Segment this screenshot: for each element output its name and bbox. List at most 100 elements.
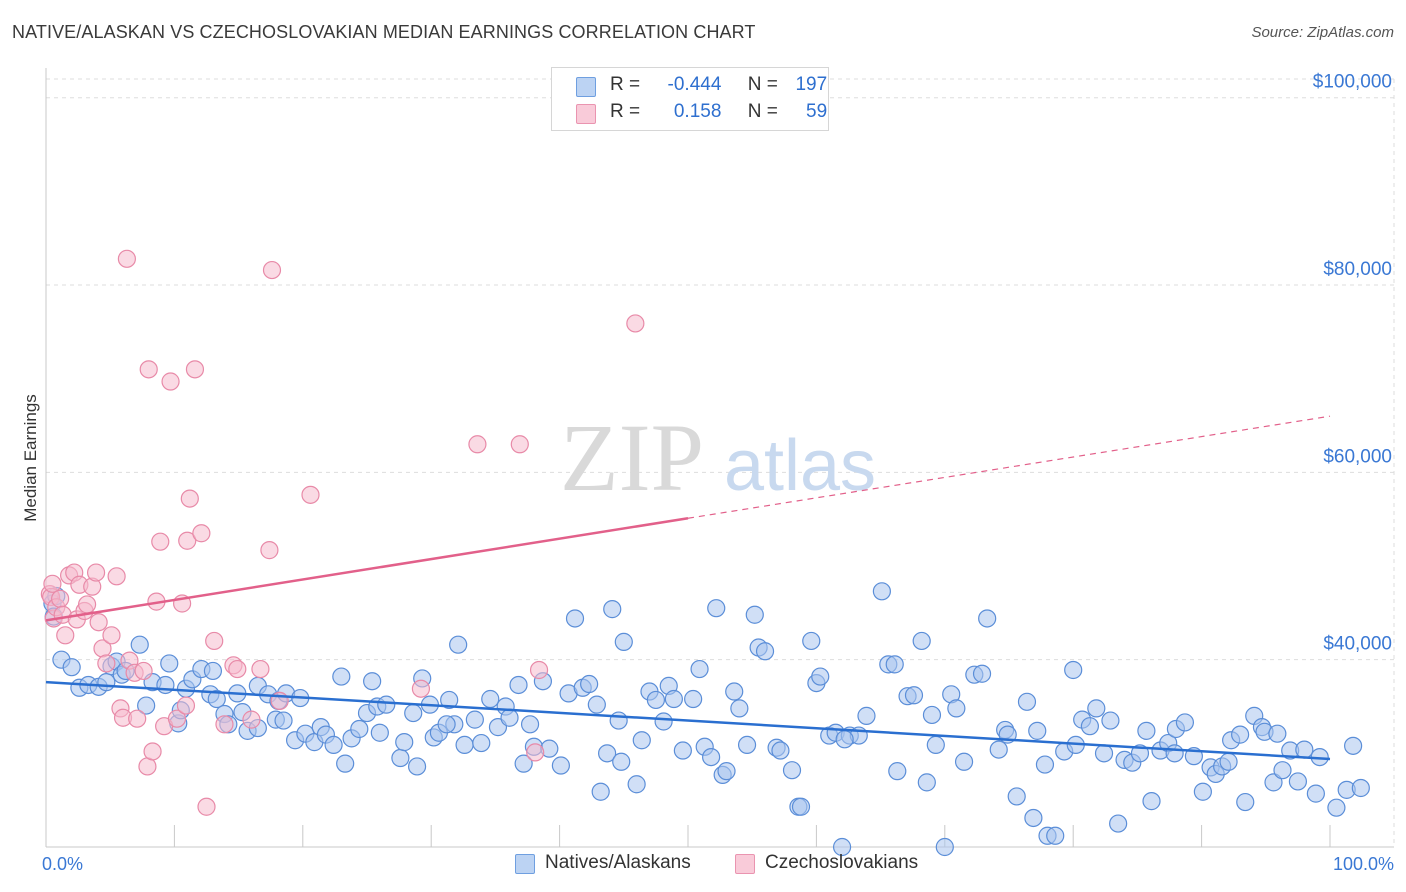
data-point-czech bbox=[176, 696, 196, 715]
legend-swatch-pink bbox=[576, 104, 596, 124]
data-point-native bbox=[1080, 717, 1099, 736]
data-point-czech bbox=[197, 797, 216, 816]
data-point-czech bbox=[185, 360, 205, 379]
data-point-czech bbox=[526, 743, 545, 762]
data-point-czech bbox=[215, 715, 234, 734]
y-tick-label: $100,000 bbox=[1313, 72, 1392, 93]
legend-n-value: 59 bbox=[806, 101, 828, 122]
data-point-native bbox=[274, 711, 293, 730]
data-point-czech bbox=[205, 631, 224, 651]
y-tick-labels: $40,000 $60,000 $80,000 $100,000 bbox=[1313, 72, 1392, 655]
data-point-native bbox=[1017, 692, 1037, 711]
data-point-native bbox=[160, 654, 179, 673]
trend-line-czech bbox=[45, 517, 689, 622]
data-point-czech bbox=[51, 589, 70, 608]
data-point-czech bbox=[143, 742, 162, 761]
data-point-native bbox=[835, 730, 854, 749]
axes bbox=[45, 68, 1394, 848]
data-point-czech bbox=[56, 626, 75, 645]
data-point-native bbox=[520, 715, 540, 734]
data-point-native bbox=[954, 752, 974, 771]
data-point-native bbox=[1236, 792, 1255, 812]
data-point-czech bbox=[242, 710, 261, 729]
data-point-native bbox=[350, 719, 369, 739]
data-point-native bbox=[1351, 778, 1370, 798]
data-point-native bbox=[587, 695, 606, 714]
data-point-native bbox=[1175, 713, 1195, 732]
legend-swatch-blue bbox=[576, 77, 596, 97]
data-point-czech bbox=[411, 679, 431, 698]
data-point-native bbox=[324, 735, 343, 755]
data-point-native bbox=[62, 658, 81, 677]
y-tick-label: $40,000 bbox=[1323, 634, 1392, 655]
data-point-native bbox=[632, 731, 651, 750]
data-point-czech bbox=[97, 654, 116, 673]
data-point-native bbox=[481, 689, 500, 709]
data-point-native bbox=[437, 715, 456, 734]
data-point-native bbox=[888, 762, 907, 781]
data-point-native bbox=[707, 599, 726, 618]
data-point-native bbox=[702, 747, 721, 767]
data-point-czech bbox=[89, 613, 108, 632]
data-point-czech bbox=[102, 626, 121, 645]
data-point-native bbox=[1268, 724, 1287, 743]
data-point-native bbox=[370, 723, 389, 742]
data-point-native bbox=[1046, 826, 1065, 845]
data-point-native bbox=[673, 741, 692, 760]
data-point-czech bbox=[178, 531, 197, 550]
data-point-native bbox=[690, 659, 709, 679]
data-point-czech bbox=[167, 709, 187, 728]
data-point-native bbox=[455, 735, 474, 755]
data-point-czech bbox=[510, 435, 529, 454]
legend-swatch-blue bbox=[515, 854, 535, 874]
data-point-czech bbox=[43, 574, 62, 593]
data-point-czech bbox=[251, 659, 270, 679]
data-point-czech bbox=[529, 660, 549, 680]
data-point-native bbox=[1007, 787, 1026, 806]
data-point-native bbox=[947, 699, 966, 718]
data-point-native bbox=[1087, 699, 1106, 718]
data-point-native bbox=[922, 705, 942, 725]
data-point-native bbox=[514, 754, 533, 773]
data-point-native bbox=[603, 600, 622, 619]
data-point-native bbox=[1165, 744, 1184, 763]
data-point-native bbox=[156, 675, 175, 695]
data-point-native bbox=[500, 708, 519, 727]
data-point-native bbox=[1327, 798, 1346, 817]
data-point-native bbox=[802, 631, 821, 651]
data-point-czech bbox=[228, 659, 247, 679]
data-point-native bbox=[1288, 772, 1308, 791]
data-point-czech bbox=[161, 372, 180, 391]
trend-line-natives bbox=[45, 680, 1331, 761]
legend-r-label: R = bbox=[610, 101, 641, 122]
data-point-native bbox=[137, 696, 156, 715]
data-point-czech bbox=[139, 360, 158, 379]
data-point-czech bbox=[468, 435, 487, 454]
data-point-native bbox=[407, 757, 427, 776]
data-point-native bbox=[1109, 814, 1128, 833]
data-point-czech bbox=[192, 524, 211, 543]
legend-n-label: N = bbox=[747, 74, 778, 95]
x-tick-label-max: 100.0% bbox=[1333, 854, 1394, 874]
data-point-native bbox=[935, 837, 954, 857]
x-tick-label-min: 0.0% bbox=[42, 854, 83, 874]
data-point-native bbox=[404, 703, 423, 723]
data-point-native bbox=[745, 605, 764, 624]
data-point-czech bbox=[107, 567, 126, 586]
data-point-native bbox=[978, 609, 997, 628]
data-point-native bbox=[1028, 721, 1047, 740]
data-point-czech bbox=[180, 489, 199, 508]
trend-lines bbox=[45, 415, 1331, 761]
data-point-czech bbox=[301, 485, 320, 504]
data-point-native bbox=[1064, 660, 1083, 680]
data-point-native bbox=[391, 748, 410, 768]
data-point-native bbox=[654, 712, 673, 731]
watermark: ZIP atlas bbox=[560, 404, 876, 511]
data-point-native bbox=[377, 695, 396, 714]
data-point-native bbox=[857, 706, 876, 725]
data-point-native bbox=[449, 635, 468, 654]
source-credit: Source: ZipAtlas.com bbox=[1251, 24, 1394, 41]
data-point-native bbox=[664, 689, 683, 709]
data-point-native bbox=[917, 773, 936, 792]
